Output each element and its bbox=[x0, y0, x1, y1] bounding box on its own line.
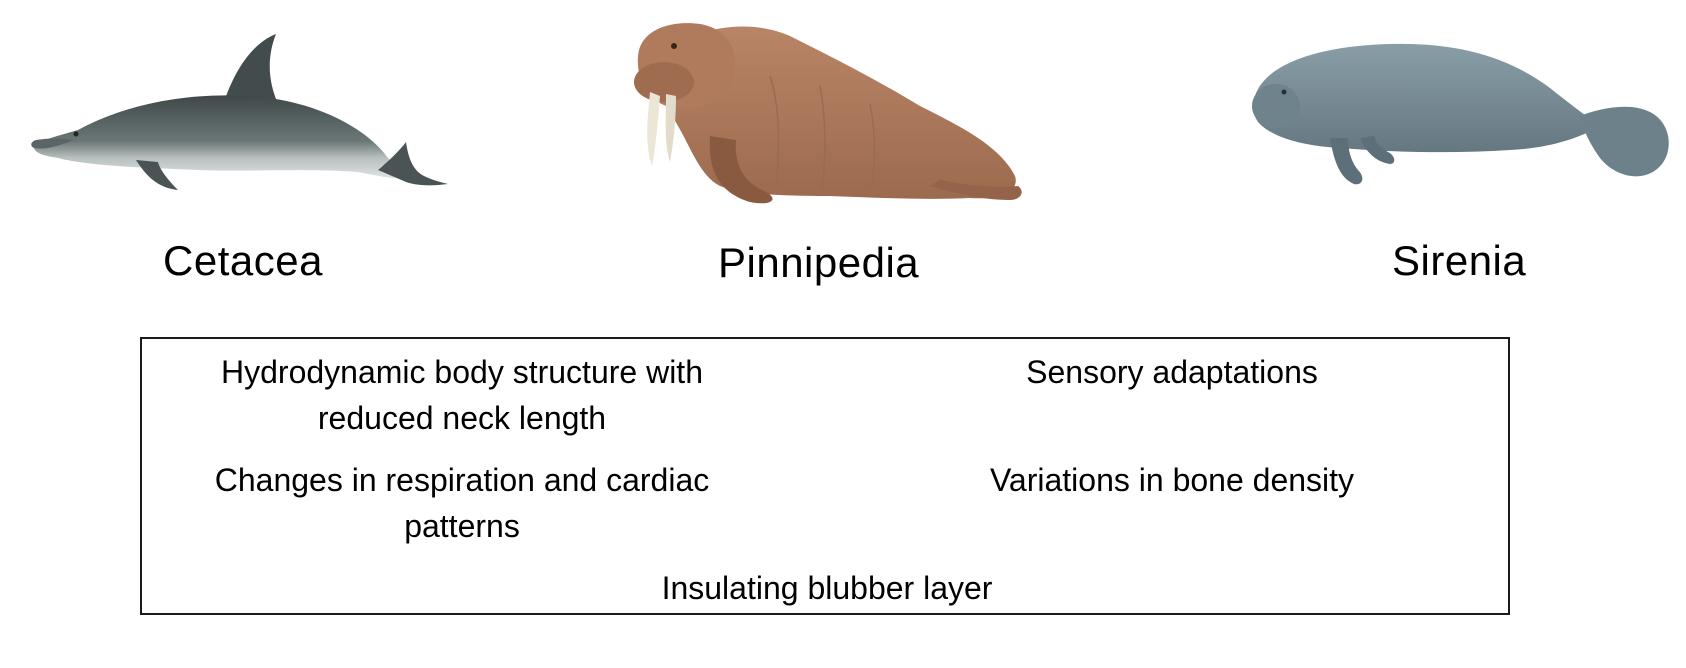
manatee-icon bbox=[1252, 43, 1669, 185]
group-label-sirenia: Sirenia bbox=[1392, 237, 1527, 284]
dolphin-icon bbox=[31, 34, 448, 190]
trait-respiration-cardiac: Changes in respiration and cardiac patte… bbox=[214, 462, 710, 544]
trait-blubber-layer: Insulating blubber layer bbox=[661, 570, 993, 606]
group-label-pinnipedia: Pinnipedia bbox=[718, 239, 920, 286]
dolphin-illustration bbox=[28, 30, 450, 196]
walrus-icon bbox=[634, 23, 1022, 204]
walrus-illustration bbox=[630, 16, 1030, 212]
shared-traits-box: Hydrodynamic body structure with reduced… bbox=[140, 337, 1510, 615]
manatee-illustration bbox=[1250, 38, 1674, 198]
trait-hydrodynamic-body: Hydrodynamic body structure with reduced… bbox=[221, 354, 703, 436]
trait-bone-density: Variations in bone density bbox=[989, 462, 1355, 498]
trait-sensory-adaptations: Sensory adaptations bbox=[1026, 354, 1318, 390]
group-label-cetacea: Cetacea bbox=[163, 237, 323, 284]
